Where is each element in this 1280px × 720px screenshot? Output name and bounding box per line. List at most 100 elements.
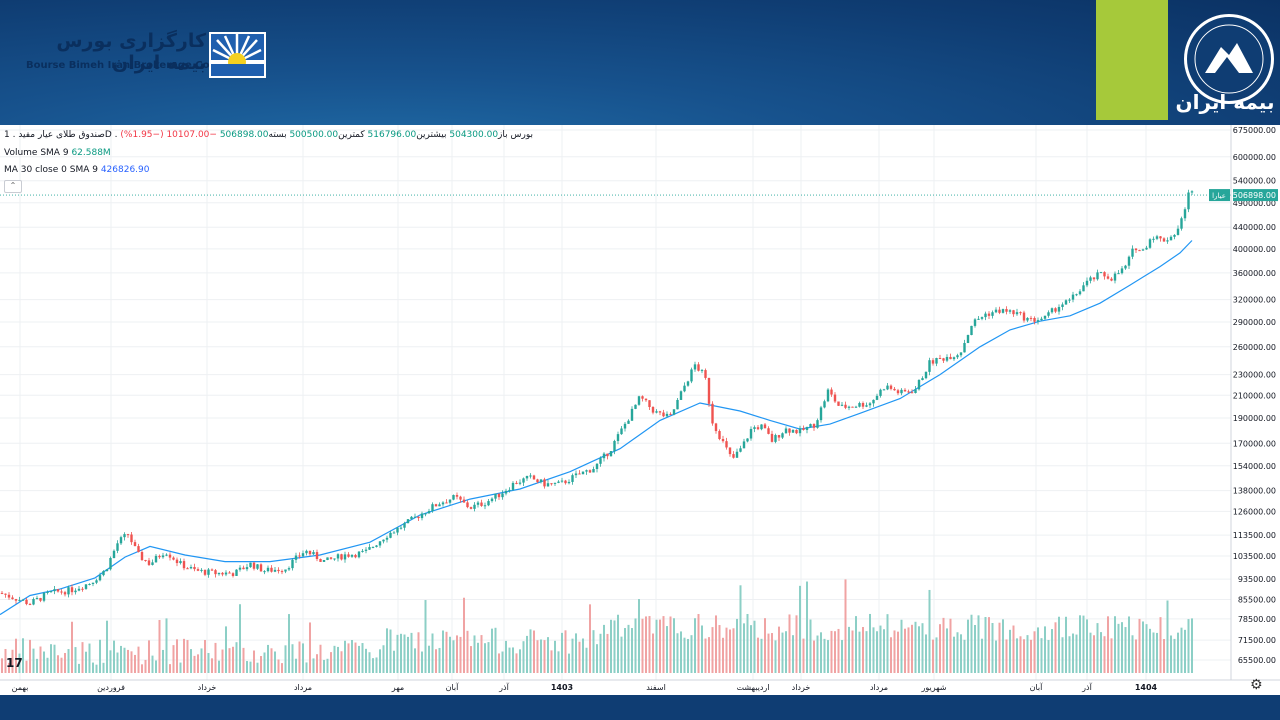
volume-bar [312, 658, 315, 673]
volume-bar [1191, 618, 1193, 673]
volume-bar [95, 664, 98, 673]
volume-bar [1093, 635, 1095, 673]
volume-bar [127, 649, 129, 673]
volume-bar [526, 635, 528, 673]
symbol-tag-bg [1209, 189, 1230, 202]
y-tick-label: 260000.00 [1233, 343, 1276, 352]
candle-body [872, 399, 875, 404]
candle-body [7, 594, 11, 598]
volume-bar [246, 661, 248, 673]
volume-bar [631, 628, 633, 673]
candle-body [189, 566, 193, 569]
volume-bar [43, 651, 45, 673]
volume-bar [1110, 638, 1113, 673]
volume-bar [316, 654, 318, 673]
volume-bar [330, 652, 332, 673]
y-tick-label: 600000.00 [1233, 153, 1276, 162]
candle-body [623, 423, 627, 429]
volume-bar [92, 662, 94, 673]
candle-body [109, 558, 112, 570]
volume-bar [655, 619, 658, 673]
candle-body [973, 319, 977, 326]
candle-body [4, 593, 7, 595]
volume-bar [886, 614, 889, 673]
collapse-legend-button[interactable]: ⌃ [4, 180, 22, 193]
volume-bar [81, 642, 84, 673]
candle-body [728, 447, 732, 455]
volume-bar [718, 625, 721, 673]
volume-bar [1068, 636, 1071, 673]
candle-body [165, 554, 168, 556]
y-tick-label: 93500.00 [1238, 575, 1276, 584]
candle-body [578, 473, 581, 475]
gear-icon[interactable]: ⚙ [1250, 677, 1263, 693]
volume-bar [351, 639, 353, 673]
header-banner: کارگزاری بورس بیمه ایران Bourse Bimeh Ir… [0, 0, 1280, 125]
candle-body [679, 391, 683, 400]
volume-bar [57, 655, 59, 673]
volume-bar [596, 644, 598, 673]
volume-bar [340, 651, 343, 673]
volume-bar [151, 655, 154, 673]
candle-body [1159, 236, 1162, 239]
volume-bar [176, 639, 178, 673]
candle-body [32, 599, 35, 605]
volume-bar [876, 631, 878, 673]
high-label: بیشترین [416, 130, 447, 140]
volume-bar [456, 635, 458, 673]
candle-body [714, 423, 718, 432]
candle-body [1131, 248, 1134, 257]
candle-body [291, 559, 294, 569]
volume-bar [806, 581, 808, 673]
volume-bar [522, 641, 525, 673]
candle-body [511, 482, 515, 490]
tradingview-logo-icon[interactable]: 17 [6, 656, 23, 670]
candle-body [14, 599, 18, 601]
volume-bar [879, 625, 882, 673]
volume-bar [449, 636, 451, 673]
volume-bar [1170, 635, 1172, 673]
chart-canvas[interactable]: 65500.00 71500.00 78500.00 85500.00 93500.00… [0, 125, 1280, 695]
candle-body [840, 404, 844, 406]
candle-body [490, 498, 494, 502]
candle-body [532, 475, 536, 480]
volume-bar [1061, 637, 1064, 673]
candle-body [522, 478, 525, 483]
volume-legend[interactable]: Volume SMA 9 62.588M [4, 148, 111, 158]
volume-bar [1117, 623, 1120, 673]
candle-body [788, 428, 791, 433]
candle-body [721, 439, 725, 442]
candle-body [1120, 268, 1124, 274]
volume-bar [494, 627, 497, 673]
close-label: بسته [268, 130, 287, 140]
volume-bar [253, 650, 255, 673]
volume-bar [788, 614, 791, 673]
y-tick-label: 138000.00 [1233, 487, 1276, 496]
candle-body [529, 475, 532, 477]
volume-bar [452, 640, 455, 673]
candle-body [1152, 238, 1155, 240]
volume-bar [939, 624, 941, 673]
volume-bar [809, 619, 812, 673]
candle-body [469, 507, 473, 509]
ma-legend[interactable]: MA 30 close 0 SMA 9 426826.90 [4, 165, 150, 175]
price-tag: عیارا 506898.00 [1209, 189, 1278, 202]
volume-bar [942, 617, 945, 673]
candle-body [550, 483, 553, 485]
bimeh-iran-seal-icon [1184, 14, 1274, 104]
candle-body [1155, 236, 1159, 239]
candle-body [504, 490, 508, 494]
volume-bar [960, 634, 962, 673]
candle-body [259, 564, 263, 572]
volume-bar [676, 633, 679, 673]
volume-bar [197, 654, 199, 673]
price-chart[interactable]: 65500.00 71500.00 78500.00 85500.00 93500.00… [0, 125, 1280, 695]
volume-bar [46, 657, 49, 673]
volume-bar [116, 652, 119, 673]
volume-bar [1121, 622, 1123, 673]
candle-body [602, 453, 606, 459]
volume-bar [998, 622, 1001, 673]
volume-bar [1159, 617, 1162, 673]
volume-bar [123, 647, 126, 673]
volume-bar [358, 645, 360, 673]
